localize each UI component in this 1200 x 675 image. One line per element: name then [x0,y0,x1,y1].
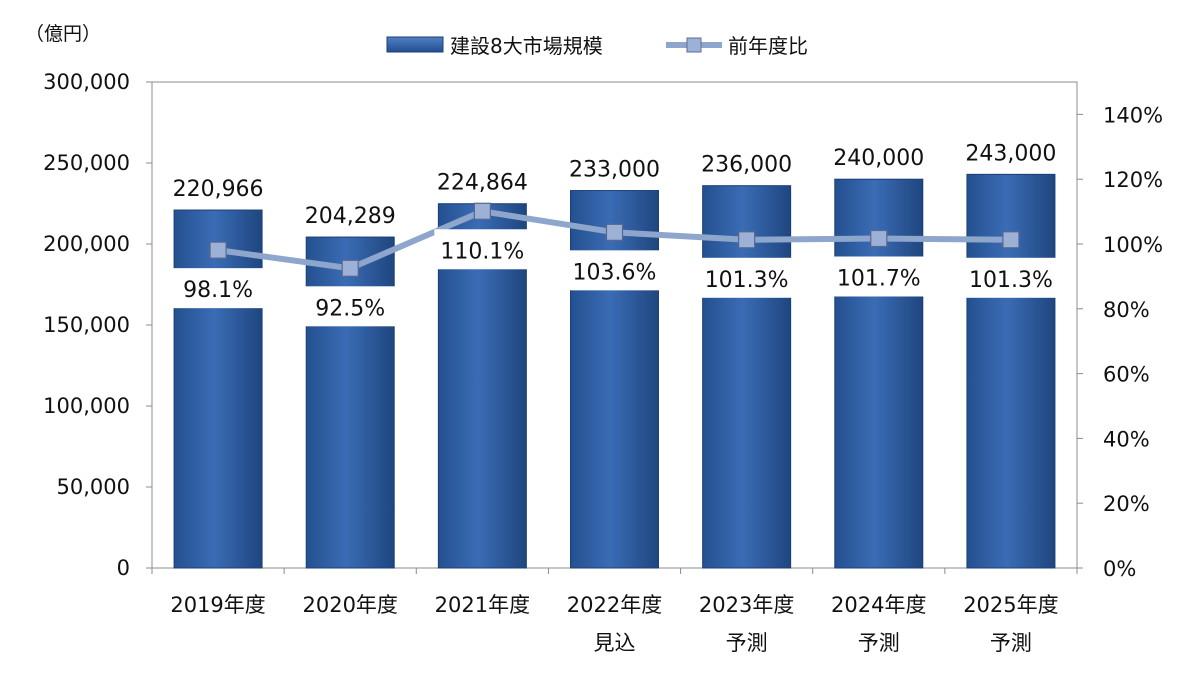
x-category-label: 予測 [858,631,900,655]
x-category-label: 2020年度 [302,593,397,617]
y-right-tick-label: 20% [1103,492,1150,516]
bar-value-label: 236,000 [701,153,792,178]
y-left-tick-label: 200,000 [43,232,130,256]
ratio-value-label: 98.1% [183,278,253,303]
ratio-label-box [962,257,1059,298]
legend-line-marker [686,37,702,53]
legend-line-label: 前年度比 [728,34,808,58]
bar-value-label: 233,000 [569,158,660,183]
y-left-tick-label: 100,000 [43,394,130,418]
ratio-label-box [830,256,927,297]
ratio-line [209,202,1020,277]
y-right-tick-label: 120% [1103,168,1163,192]
legend-bar-swatch [386,36,444,53]
y-left-tick-label: 300,000 [43,70,130,94]
legend: 建設8大市場規模 前年度比 [386,34,808,58]
ratio-label-box [698,257,795,298]
ratio-point-6 [1002,231,1020,249]
bar-value-label: 204,289 [305,204,396,229]
x-category-label: 2022年度 [567,593,662,617]
x-category-label: 予測 [990,631,1032,655]
x-category-label: 2023年度 [699,593,794,617]
ratio-point-5 [870,229,888,248]
y-right-tick-label: 0% [1103,557,1136,581]
y-right-tick-label: 40% [1103,427,1150,451]
ratio-label-box [434,229,531,270]
y-axis-unit-label: （億円） [25,23,101,45]
y-left-tick-label: 250,000 [43,151,130,175]
ratio-point-0 [209,241,227,259]
x-category-label: 2025年度 [963,593,1058,617]
x-category-label: 予測 [726,631,768,655]
bar-4 [702,185,792,569]
ratio-value-label: 101.7% [837,266,921,291]
ratio-value-label: 101.3% [969,268,1053,293]
legend-item-bar: 建設8大市場規模 [386,34,603,58]
bar-3 [570,190,659,569]
ratio-value-label: 101.3% [705,268,789,293]
x-category-label: 見込 [594,631,636,655]
x-category-label: 2024年度 [831,593,926,617]
ratio-value-label: 103.6% [573,260,657,285]
bar-value-label: 240,000 [833,146,924,171]
legend-item-line: 前年度比 [666,34,808,58]
ratio-label-box [566,250,663,291]
ratio-point-3 [605,223,624,241]
legend-bar-label: 建設8大市場規模 [450,34,603,58]
ratio-label-box [170,268,267,309]
y-left-tick-label: 50,000 [57,475,130,499]
y-right-tick-label: 140% [1103,103,1163,127]
y-left-tick-label: 150,000 [43,313,130,337]
y-right-tick-label: 100% [1103,233,1163,257]
x-category-label: 2019年度 [170,593,265,617]
axes: 0 50,000 100,000 150,000 200,000 250,000 300,0… [43,70,1163,655]
bar-value-label: 220,966 [173,177,264,202]
data-labels: 220,966 204,289 224,864 233,000 236,000 240,0… [170,141,1059,327]
ratio-value-label: 92.5% [315,296,385,321]
y-right-tick-label: 80% [1103,298,1150,322]
y-right-tick-label: 60% [1103,363,1150,387]
y-left-tick-label: 0 [117,556,130,580]
ratio-value-label: 110.1% [440,239,524,264]
bar-value-label: 224,864 [437,171,528,196]
ratio-point-4 [738,231,756,249]
ratio-point-1 [341,259,359,277]
x-category-label: 2021年度 [435,593,530,617]
ratio-point-2 [473,202,491,220]
bar-0 [173,209,263,569]
bar-value-label: 243,000 [965,141,1056,166]
ratio-label-box [302,286,399,327]
